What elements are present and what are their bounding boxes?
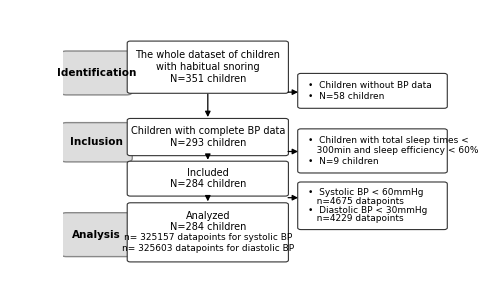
Text: •  N=58 children: • N=58 children — [308, 92, 384, 100]
Text: N=351 children: N=351 children — [170, 74, 246, 84]
Text: with habitual snoring: with habitual snoring — [156, 62, 260, 72]
Text: Inclusion: Inclusion — [70, 137, 123, 147]
Text: •  Children with total sleep times <: • Children with total sleep times < — [308, 136, 468, 145]
Text: n=4229 datapoints: n=4229 datapoints — [308, 214, 404, 224]
FancyBboxPatch shape — [60, 123, 132, 162]
Text: Children with complete BP data: Children with complete BP data — [130, 127, 285, 136]
Text: n= 325157 datapoints for systolic BP: n= 325157 datapoints for systolic BP — [124, 233, 292, 242]
FancyBboxPatch shape — [127, 41, 288, 93]
Text: •  Children without BP data: • Children without BP data — [308, 81, 432, 90]
Text: N=284 children: N=284 children — [170, 179, 246, 189]
Text: Included: Included — [187, 168, 228, 178]
Text: N=293 children: N=293 children — [170, 138, 246, 148]
Text: The whole dataset of children: The whole dataset of children — [136, 50, 280, 60]
FancyBboxPatch shape — [298, 182, 448, 230]
FancyBboxPatch shape — [127, 203, 288, 262]
FancyBboxPatch shape — [298, 74, 448, 108]
Text: Analyzed: Analyzed — [186, 211, 230, 221]
Text: Identification: Identification — [56, 68, 136, 78]
Text: n= 325603 datapoints for diastolic BP: n= 325603 datapoints for diastolic BP — [122, 244, 294, 253]
FancyBboxPatch shape — [60, 51, 132, 95]
Text: N=284 children: N=284 children — [170, 222, 246, 232]
Text: •  Systolic BP < 60mmHg: • Systolic BP < 60mmHg — [308, 188, 424, 197]
Text: 300min and sleep efficiency < 60%: 300min and sleep efficiency < 60% — [308, 146, 478, 155]
FancyBboxPatch shape — [127, 161, 288, 196]
Text: •  N=9 children: • N=9 children — [308, 157, 378, 166]
FancyBboxPatch shape — [298, 129, 448, 173]
Text: •  Diastolic BP < 30mmHg: • Diastolic BP < 30mmHg — [308, 206, 427, 215]
Text: n=4675 datapoints: n=4675 datapoints — [308, 197, 404, 206]
FancyBboxPatch shape — [60, 213, 132, 256]
Text: Analysis: Analysis — [72, 230, 121, 240]
FancyBboxPatch shape — [127, 118, 288, 156]
